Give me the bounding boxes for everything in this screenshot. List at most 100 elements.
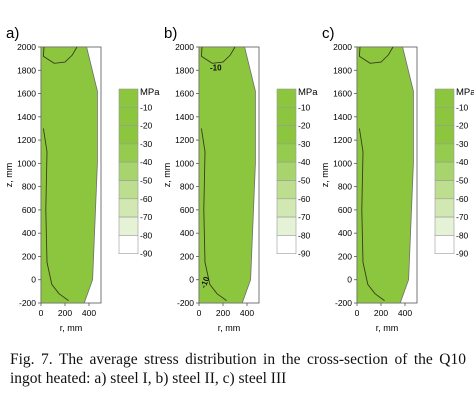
y-tick-label: 1000 <box>17 158 36 168</box>
panel-3: c)2000180016001400120010008006004002000-… <box>320 25 474 333</box>
y-tick-label: 0 <box>189 275 194 285</box>
legend-swatch <box>434 125 455 145</box>
legend-level-label: -10 <box>140 102 153 112</box>
y-tick-label: 1000 <box>333 158 352 168</box>
legend-level-label: -90 <box>140 249 153 259</box>
legend-level-label: -30 <box>140 139 153 149</box>
x-tick-label: 200 <box>374 308 388 318</box>
x-tick-label: 400 <box>398 308 412 318</box>
x-axis-label: r, mm <box>60 323 83 333</box>
legend-level-label: -70 <box>456 212 469 222</box>
legend-swatch <box>118 161 139 181</box>
legend-swatch <box>276 143 297 163</box>
legend-level-label: -80 <box>140 230 153 240</box>
legend-swatch <box>118 198 139 218</box>
contour-line <box>42 128 69 302</box>
contour-line <box>42 46 78 64</box>
y-tick-label: 400 <box>22 228 36 238</box>
y-axis-label: z, mm <box>320 163 330 188</box>
y-tick-label: 1400 <box>17 112 36 122</box>
legend-swatch <box>118 143 139 163</box>
legend-swatch <box>434 235 455 254</box>
y-axis-label: z, mm <box>162 163 172 188</box>
y-tick-label: -200 <box>19 298 36 308</box>
y-tick-label: 1200 <box>17 135 36 145</box>
legend-level-label: -90 <box>456 249 469 259</box>
y-tick-label: -200 <box>335 298 352 308</box>
contour-label: -10 <box>199 275 212 289</box>
legend-level-label: -40 <box>298 157 311 167</box>
legend-swatch <box>118 88 139 108</box>
y-tick-label: 1000 <box>175 158 194 168</box>
legend-level-label: -90 <box>298 249 311 259</box>
panel-2: b)-10-1020001800160014001200100080060040… <box>162 25 318 333</box>
y-tick-label: 1200 <box>333 135 352 145</box>
y-tick-label: -200 <box>177 298 194 308</box>
legend-swatch <box>434 161 455 181</box>
contour-label: -10 <box>210 63 222 72</box>
legend-swatch <box>434 107 455 126</box>
legend-level-label: -20 <box>456 121 469 131</box>
contour-line <box>200 128 227 302</box>
legend-swatch <box>434 216 455 236</box>
legend-swatch <box>118 216 139 236</box>
x-axis-label: r, mm <box>376 323 399 333</box>
legend-swatch <box>118 180 139 200</box>
legend-level-label: -40 <box>456 157 469 167</box>
y-tick-label: 200 <box>180 251 194 261</box>
legend-level-label: -80 <box>456 230 469 240</box>
legend-swatch <box>118 107 139 126</box>
legend-level-label: -70 <box>298 212 311 222</box>
panel-label: a) <box>6 25 19 42</box>
y-tick-label: 1600 <box>333 89 352 99</box>
y-tick-label: 1400 <box>333 112 352 122</box>
y-tick-label: 400 <box>180 228 194 238</box>
ingot-region <box>198 46 256 304</box>
legend-level-label: -60 <box>298 194 311 204</box>
legend-level-label: -80 <box>298 230 311 240</box>
legend-level-label: -30 <box>298 139 311 149</box>
y-tick-label: 2000 <box>175 42 194 52</box>
legend-level-label: -20 <box>298 121 311 131</box>
legend-level-label: -50 <box>140 176 153 186</box>
y-tick-label: 1800 <box>333 65 352 75</box>
legend-swatch <box>276 161 297 181</box>
y-tick-label: 800 <box>338 182 352 192</box>
legend-title: MPa <box>298 87 318 98</box>
x-tick-label: 200 <box>216 308 230 318</box>
legend-swatch <box>276 125 297 145</box>
legend-swatch <box>118 235 139 254</box>
legend-level-label: -10 <box>298 102 311 112</box>
legend-level-label: -30 <box>456 139 469 149</box>
legend-level-label: -40 <box>140 157 153 167</box>
y-tick-label: 200 <box>338 251 352 261</box>
y-axis-label: z, mm <box>4 163 14 188</box>
panel-1: a)2000180016001400120010008006004002000-… <box>4 25 160 333</box>
legend-swatch <box>434 88 455 108</box>
legend-swatch <box>276 198 297 218</box>
y-tick-label: 400 <box>338 228 352 238</box>
legend-level-label: -70 <box>140 212 153 222</box>
legend-level-label: -60 <box>140 194 153 204</box>
y-tick-label: 800 <box>22 182 36 192</box>
y-tick-label: 800 <box>180 182 194 192</box>
y-tick-label: 1200 <box>175 135 194 145</box>
legend-swatch <box>434 198 455 218</box>
contour-line <box>358 46 394 64</box>
x-axis-label: r, mm <box>218 323 241 333</box>
contour-line <box>358 128 385 302</box>
x-tick-label: 400 <box>82 308 96 318</box>
contour-line <box>200 46 236 64</box>
legend-level-label: -60 <box>456 194 469 204</box>
ingot-region <box>40 46 98 304</box>
y-tick-label: 1600 <box>17 89 36 99</box>
legend-swatch <box>434 180 455 200</box>
legend-swatch <box>276 88 297 108</box>
panel-label: c) <box>322 25 335 42</box>
ingot-region <box>356 46 414 304</box>
legend-level-label: -50 <box>298 176 311 186</box>
y-tick-label: 0 <box>31 275 36 285</box>
x-tick-label: 0 <box>197 308 202 318</box>
y-tick-label: 2000 <box>333 42 352 52</box>
y-tick-label: 0 <box>347 275 352 285</box>
